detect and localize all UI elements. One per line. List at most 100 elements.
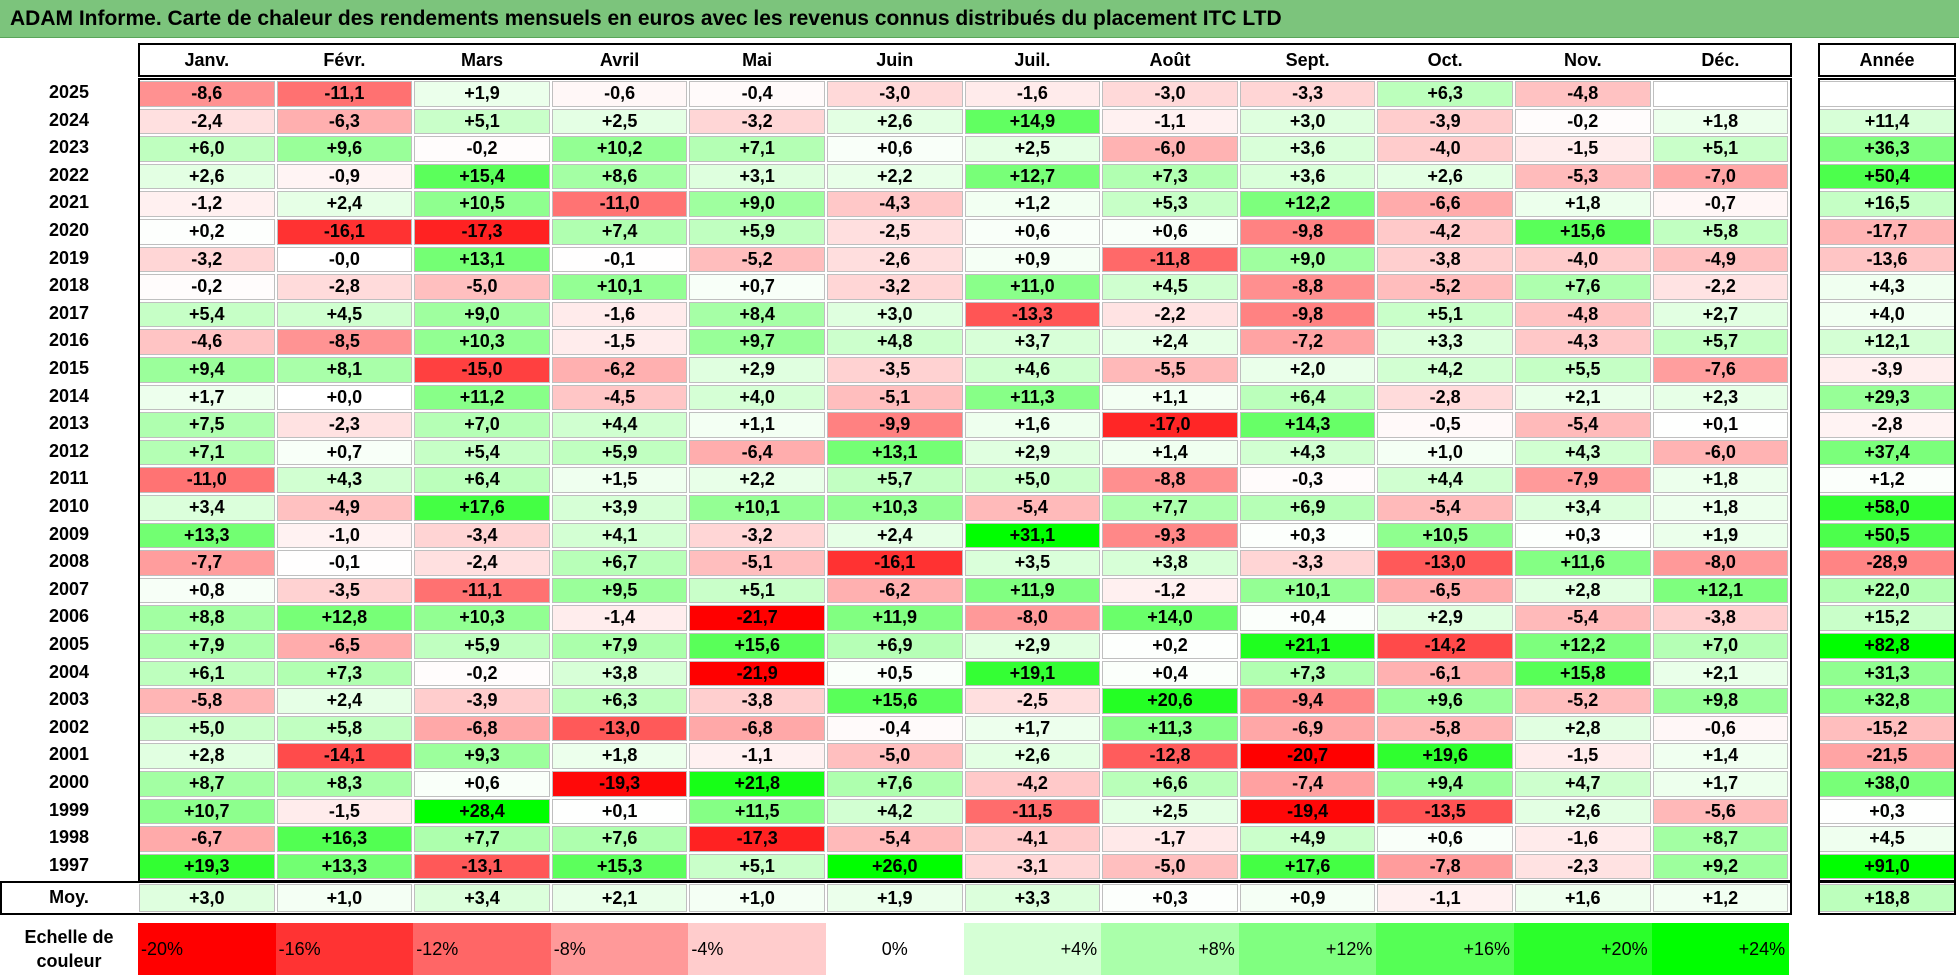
heatmap-cell: +11,9 [827, 605, 963, 631]
heatmap-cell: +0,6 [1377, 826, 1513, 852]
heatmap-cell: -6,0 [1102, 136, 1238, 162]
heatmap-cell: -20,7 [1239, 743, 1376, 769]
row-year-label: 2013 [48, 413, 90, 434]
average-cell: -1,1 [1377, 884, 1513, 913]
heatmap-cell: -1,6 [551, 301, 688, 328]
heatmap-cell: -11,0 [139, 467, 275, 493]
heatmap-cell: -0,6 [1652, 715, 1789, 742]
heatmap-cell: -6,8 [689, 715, 825, 742]
heatmap-cell: -6,2 [551, 357, 688, 383]
heatmap-cell: -5,3 [1515, 163, 1651, 190]
heatmap-cell: +9,6 [276, 136, 413, 162]
heatmap-cell: +5,1 [1652, 136, 1789, 162]
heatmap-cell: -5,2 [689, 246, 825, 273]
heatmap-cell: -6,5 [276, 633, 413, 659]
heatmap-cell: -3,4 [414, 522, 550, 549]
heatmap-cell: -3,8 [689, 688, 825, 714]
heatmap-cell: +12,2 [1515, 633, 1651, 659]
heatmap-cell: +7,9 [551, 633, 688, 659]
heatmap-cell: +5,0 [139, 715, 275, 742]
heatmap-cell: -3,2 [827, 274, 963, 300]
heatmap-cell: -8,6 [139, 81, 275, 107]
heatmap-cell: -5,2 [1515, 688, 1651, 714]
column-header: Mars [460, 50, 503, 70]
heatmap-cell: +9,4 [1377, 771, 1513, 797]
heatmap-cell: +12,1 [1652, 577, 1789, 604]
heatmap-cell: +1,8 [551, 743, 688, 769]
heatmap-cell: +6,0 [139, 136, 275, 162]
heatmap-cell: +11,2 [414, 384, 550, 411]
heatmap-cell: -6,4 [689, 439, 825, 466]
heatmap-cell: +2,5 [964, 136, 1101, 162]
heatmap-cell: -9,9 [827, 412, 963, 438]
heatmap-cell: +15,6 [827, 688, 963, 714]
heatmap-cell: +2,6 [139, 163, 275, 190]
row-year-label: 2021 [48, 192, 90, 213]
average-cell: +0,3 [1102, 884, 1238, 913]
heatmap-cell: +13,1 [827, 439, 963, 466]
heatmap-cell: -19,4 [1239, 798, 1376, 825]
heatmap-cell: +10,1 [551, 274, 688, 300]
row-year-label: 2024 [48, 109, 90, 130]
heatmap-cell: -11,0 [551, 191, 688, 217]
heatmap-cell: +6,9 [1239, 495, 1376, 521]
heatmap-cell: +1,2 [964, 191, 1101, 217]
heatmap-cell: -6,0 [1652, 439, 1789, 466]
row-year-label: 2005 [48, 634, 90, 654]
column-header: Févr. [323, 50, 366, 70]
heatmap-cell: +1,1 [689, 412, 825, 438]
heatmap-cell: +8,7 [1652, 826, 1789, 852]
heatmap-cell: +3,5 [964, 550, 1101, 576]
row-year-label: 2017 [48, 302, 90, 323]
color-scale-swatch: -4% [688, 923, 826, 975]
heatmap-cell: -0,7 [1652, 191, 1789, 217]
heatmap-cell: -1,5 [1515, 136, 1651, 162]
average-cell: +0,9 [1239, 884, 1376, 913]
annual-cell: +11,4 [1819, 108, 1955, 135]
heatmap-cell: +4,5 [1102, 274, 1238, 300]
heatmap-cell: -16,1 [827, 550, 963, 576]
annual-cell: -28,9 [1819, 550, 1955, 576]
heatmap-cell: -5,0 [414, 274, 550, 300]
heatmap-cell: +0,6 [827, 136, 963, 162]
color-scale-swatch: +20% [1514, 923, 1652, 975]
heatmap-cell: -9,4 [1239, 688, 1376, 714]
heatmap-cell: +2,7 [1652, 301, 1789, 328]
annual-cell: +4,3 [1819, 274, 1955, 300]
row-year-label: 2001 [48, 744, 90, 765]
heatmap-cell: -0,4 [827, 715, 963, 742]
heatmap-cell: -3,0 [1102, 81, 1238, 107]
heatmap-cell: +2,8 [139, 743, 275, 769]
heatmap-cell: +2,5 [551, 108, 688, 135]
heatmap-cell: +8,1 [276, 357, 413, 383]
average-cell: +1,9 [827, 884, 963, 913]
annual-cell [1819, 81, 1955, 107]
color-scale-swatch: -20% [138, 923, 276, 975]
heatmap-cell: +1,1 [1102, 384, 1238, 411]
heatmap-cell: +0,1 [1652, 412, 1789, 438]
heatmap-cell: +3,1 [689, 163, 825, 190]
heatmap-cell: +0,0 [276, 384, 413, 411]
heatmap-cell: -21,7 [689, 605, 825, 631]
heatmap-cell: +5,1 [414, 108, 550, 135]
heatmap-cell: +2,3 [1652, 384, 1789, 411]
heatmap-cell: -0,0 [276, 246, 413, 273]
heatmap-cell: +10,3 [414, 605, 550, 631]
heatmap-cell: +2,9 [689, 357, 825, 383]
heatmap-cell: +12,8 [276, 605, 413, 631]
heatmap-cell: +19,6 [1377, 743, 1513, 769]
heatmap-cell: -17,3 [414, 219, 550, 245]
heatmap-cell: -4,9 [1652, 246, 1789, 273]
average-cell: +2,1 [551, 884, 688, 913]
heatmap-cell: +4,9 [1239, 826, 1376, 852]
annual-cell: +16,5 [1819, 191, 1955, 217]
heatmap-cell: +12,2 [1239, 191, 1376, 217]
heatmap-cell: +15,8 [1515, 660, 1651, 687]
heatmap-cell: +7,3 [1102, 163, 1238, 190]
heatmap-cell: +4,4 [551, 412, 688, 438]
annual-cell: -3,9 [1819, 357, 1955, 383]
heatmap-cell: +4,3 [1515, 439, 1651, 466]
heatmap-cell: +2,8 [1515, 715, 1651, 742]
heatmap-cell: -4,1 [964, 826, 1101, 852]
heatmap-cell: +7,1 [139, 439, 275, 466]
